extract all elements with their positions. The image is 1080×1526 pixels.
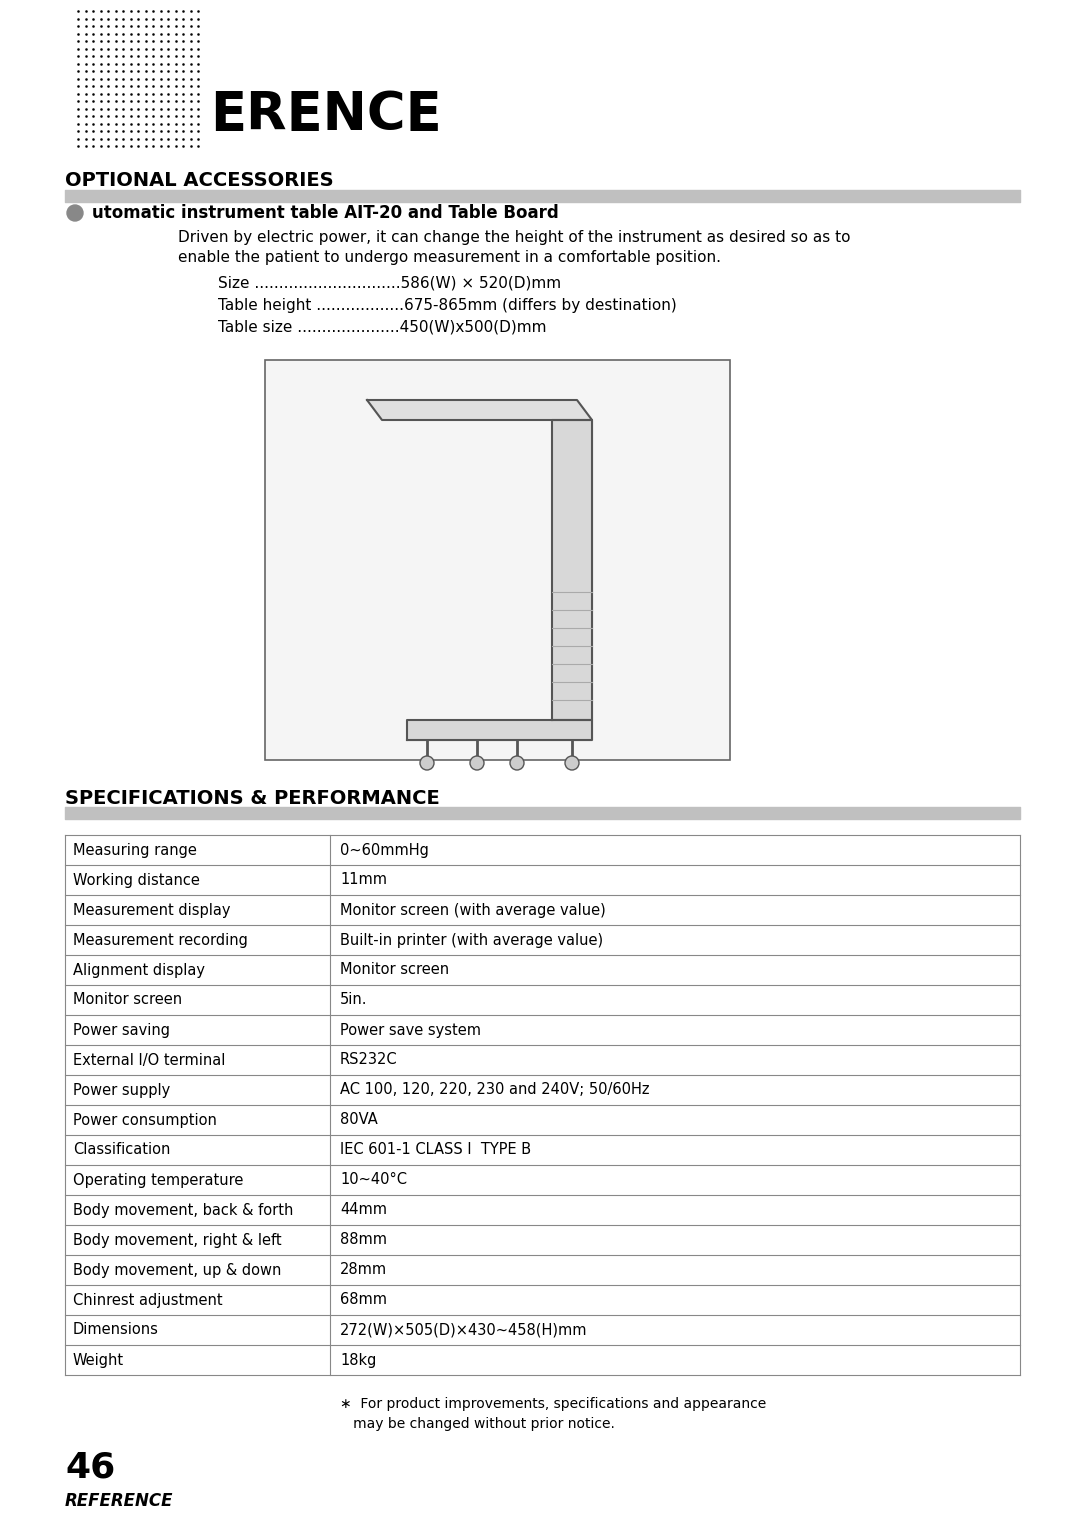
Text: Table size .....................450(W)x500(D)mm: Table size .....................450(W)x5…	[218, 320, 546, 336]
Text: Measurement recording: Measurement recording	[73, 932, 248, 948]
Text: utomatic instrument table AIT-20 and Table Board: utomatic instrument table AIT-20 and Tab…	[92, 204, 558, 221]
Circle shape	[420, 755, 434, 771]
Text: Body movement, right & left: Body movement, right & left	[73, 1233, 282, 1247]
Text: Monitor screen: Monitor screen	[73, 992, 183, 1007]
Circle shape	[67, 204, 83, 221]
Text: ERENCE: ERENCE	[210, 89, 442, 140]
Text: Working distance: Working distance	[73, 873, 200, 888]
Text: Measurement display: Measurement display	[73, 902, 230, 917]
Text: 68mm: 68mm	[340, 1293, 387, 1308]
Text: 88mm: 88mm	[340, 1233, 387, 1247]
Text: Power consumption: Power consumption	[73, 1112, 217, 1128]
Text: IEC 601-1 CLASS I  TYPE B: IEC 601-1 CLASS I TYPE B	[340, 1143, 531, 1158]
Circle shape	[565, 755, 579, 771]
Bar	[265, 360, 730, 760]
Text: REFERENCE: REFERENCE	[65, 1492, 174, 1511]
Text: Chinrest adjustment: Chinrest adjustment	[73, 1293, 222, 1308]
Text: Alignment display: Alignment display	[73, 963, 205, 978]
Text: Power saving: Power saving	[73, 1022, 170, 1038]
Text: Built-in printer (with average value): Built-in printer (with average value)	[340, 932, 603, 948]
Text: 46: 46	[65, 1450, 116, 1483]
Text: SPECIFICATIONS & PERFORMANCE: SPECIFICATIONS & PERFORMANCE	[65, 789, 440, 807]
Text: ∗  For product improvements, specifications and appearance: ∗ For product improvements, specificatio…	[340, 1396, 766, 1412]
Circle shape	[470, 755, 484, 771]
Text: Dimensions: Dimensions	[73, 1323, 159, 1337]
Text: Measuring range: Measuring range	[73, 842, 197, 858]
Text: OPTIONAL ACCESSORIES: OPTIONAL ACCESSORIES	[65, 171, 334, 191]
Text: 28mm: 28mm	[340, 1262, 387, 1277]
Text: may be changed without prior notice.: may be changed without prior notice.	[340, 1418, 615, 1431]
Text: Body movement, back & forth: Body movement, back & forth	[73, 1202, 294, 1218]
Text: 272(W)×505(D)×430~458(H)mm: 272(W)×505(D)×430~458(H)mm	[340, 1323, 588, 1337]
Text: Operating temperature: Operating temperature	[73, 1172, 243, 1187]
Text: AC 100, 120, 220, 230 and 240V; 50/60Hz: AC 100, 120, 220, 230 and 240V; 50/60Hz	[340, 1082, 649, 1097]
Circle shape	[510, 755, 524, 771]
Text: Size ..............................586(W) × 520(D)mm: Size ..............................586(W…	[218, 276, 562, 291]
Text: Driven by electric power, it can change the height of the instrument as desired : Driven by electric power, it can change …	[178, 230, 851, 246]
Text: Power supply: Power supply	[73, 1082, 171, 1097]
Text: 0~60mmHg: 0~60mmHg	[340, 842, 429, 858]
Text: 18kg: 18kg	[340, 1352, 376, 1367]
Text: enable the patient to undergo measurement in a comfortable position.: enable the patient to undergo measuremen…	[178, 250, 721, 266]
Text: Classification: Classification	[73, 1143, 171, 1158]
Text: 10~40°C: 10~40°C	[340, 1172, 407, 1187]
Text: 5in.: 5in.	[340, 992, 367, 1007]
Text: Monitor screen: Monitor screen	[340, 963, 449, 978]
Text: RS232C: RS232C	[340, 1053, 397, 1068]
Text: 44mm: 44mm	[340, 1202, 387, 1218]
Polygon shape	[407, 720, 592, 740]
Text: Body movement, up & down: Body movement, up & down	[73, 1262, 282, 1277]
Text: Power save system: Power save system	[340, 1022, 481, 1038]
Text: Monitor screen (with average value): Monitor screen (with average value)	[340, 902, 606, 917]
Polygon shape	[367, 400, 592, 420]
Text: 11mm: 11mm	[340, 873, 387, 888]
Text: Table height ..................675-865mm (differs by destination): Table height ..................675-865mm…	[218, 298, 677, 313]
Polygon shape	[552, 420, 592, 720]
Text: 80VA: 80VA	[340, 1112, 378, 1128]
Text: Weight: Weight	[73, 1352, 124, 1367]
Text: External I/O terminal: External I/O terminal	[73, 1053, 226, 1068]
